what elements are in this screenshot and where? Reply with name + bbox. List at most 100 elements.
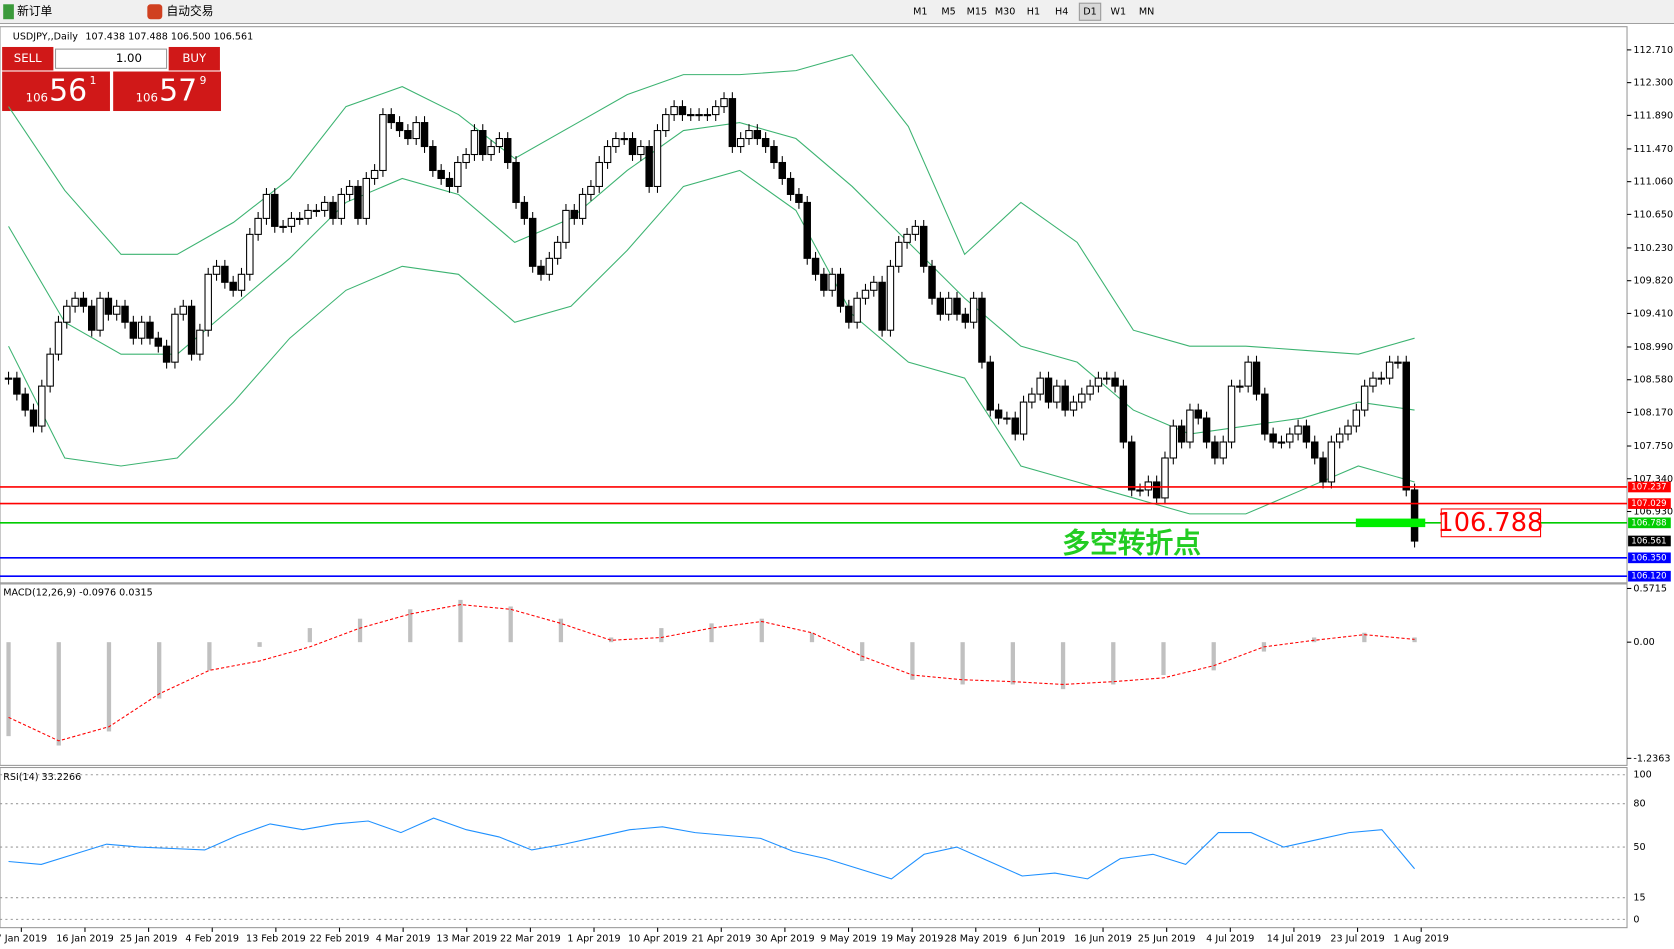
candle: [370, 169, 379, 180]
candle: [1377, 377, 1386, 380]
candle: [1111, 377, 1119, 387]
candle: [1169, 425, 1178, 459]
candle: [687, 114, 695, 117]
y-tick-label: 111.890: [1633, 110, 1673, 121]
candle: [71, 297, 79, 307]
y-tick-label: 0.5715: [1633, 583, 1667, 594]
x-tick-label: 10 Apr 2019: [628, 933, 687, 944]
timeframe-button[interactable]: M15: [967, 7, 988, 18]
candle: [229, 281, 237, 291]
buy-button[interactable]: [168, 46, 220, 71]
y-tick-label: 100: [1633, 770, 1651, 781]
new-order-icon[interactable]: [3, 4, 14, 20]
candle: [1277, 441, 1286, 444]
x-tick-label: 4 Feb 2019: [185, 933, 239, 944]
timeframe-button[interactable]: W1: [1111, 7, 1127, 18]
macd-bar: [157, 642, 162, 699]
candle: [1269, 433, 1277, 443]
timeframe-button[interactable]: MN: [1139, 7, 1154, 18]
candle: [63, 305, 71, 323]
macd-bar: [910, 642, 915, 680]
candle: [778, 161, 787, 180]
candle: [54, 321, 63, 355]
macd-bar: [860, 642, 865, 661]
auto-trading-button[interactable]: 自动交易: [167, 4, 214, 18]
ask-box[interactable]: [113, 71, 221, 112]
candle: [811, 257, 820, 275]
y-tick-label: 15: [1633, 893, 1645, 904]
marker-label: 106.788: [1437, 508, 1543, 538]
candle: [1402, 361, 1410, 491]
candle: [745, 130, 753, 140]
timeframe-button[interactable]: M30: [995, 7, 1016, 18]
candle: [1352, 409, 1361, 427]
candle: [528, 217, 537, 267]
x-tick-label: 14 Jul 2019: [1267, 933, 1321, 944]
candle: [1094, 377, 1103, 387]
buy-label[interactable]: BUY: [182, 51, 207, 65]
macd-bar: [458, 599, 463, 643]
candle: [437, 169, 445, 180]
timeframe-button[interactable]: H4: [1055, 7, 1068, 18]
timeframe-button[interactable]: M1: [913, 7, 927, 18]
candle: [13, 377, 21, 395]
y-tick-label: 107.340: [1633, 474, 1673, 485]
main-pane: [0, 26, 1628, 584]
macd-bar: [558, 618, 564, 643]
x-tick-label: 6 Jun 2019: [1014, 933, 1066, 944]
candle: [512, 161, 520, 203]
candle: [911, 225, 920, 235]
candle: [1319, 457, 1327, 483]
candle: [1261, 393, 1269, 435]
new-order-button[interactable]: 新订单: [17, 4, 52, 18]
level-tag: [1628, 481, 1671, 493]
candle: [137, 321, 146, 339]
lots-value[interactable]: 1.00: [116, 51, 142, 65]
candle: [154, 337, 163, 347]
sell-button[interactable]: [2, 46, 54, 71]
sell-label[interactable]: SELL: [14, 51, 42, 65]
candle: [720, 98, 728, 108]
x-tick-label: 7 Jan 2019: [0, 933, 47, 944]
candle: [828, 273, 836, 291]
candle: [728, 98, 737, 148]
macd-bar: [1362, 632, 1367, 643]
timeframe-button[interactable]: H1: [1027, 7, 1040, 18]
candle: [662, 114, 670, 132]
candle: [387, 114, 395, 124]
marker-box: [1440, 508, 1542, 538]
level-tag: [1628, 552, 1671, 564]
candle: [1360, 385, 1369, 411]
candle: [578, 193, 587, 219]
timeframe-button[interactable]: D1: [1083, 7, 1097, 18]
candle: [271, 193, 279, 227]
candle: [1227, 385, 1236, 443]
level-label: 107.237: [1631, 482, 1666, 492]
macd-bar: [408, 609, 413, 643]
candle: [1335, 433, 1344, 443]
timeframe-button[interactable]: M5: [941, 7, 955, 18]
x-tick-label: 13 Mar 2019: [436, 933, 497, 944]
candle: [944, 297, 953, 315]
marker-bar: [1355, 518, 1426, 528]
current-price-tag: [1628, 535, 1671, 547]
lots-input[interactable]: [54, 48, 168, 69]
candle: [1369, 377, 1377, 387]
candle: [994, 409, 1003, 419]
macd-bar: [257, 642, 262, 647]
y-tick-label: -1.2363: [1633, 753, 1670, 764]
y-tick-label: 80: [1633, 799, 1645, 810]
candle: [770, 145, 778, 164]
candle: [803, 201, 811, 259]
level-label: 107.029: [1631, 499, 1666, 509]
candle: [1119, 385, 1128, 443]
candle: [1410, 489, 1419, 542]
bid-box[interactable]: [2, 71, 110, 112]
candle: [112, 305, 121, 315]
candle: [362, 177, 371, 219]
candle: [653, 130, 662, 187]
auto-trading-icon[interactable]: [147, 4, 163, 20]
x-tick-label: 21 Apr 2019: [692, 933, 751, 944]
candle: [1219, 441, 1227, 459]
chart-ohlc: 107.438 107.488 106.500 106.561: [85, 31, 253, 42]
